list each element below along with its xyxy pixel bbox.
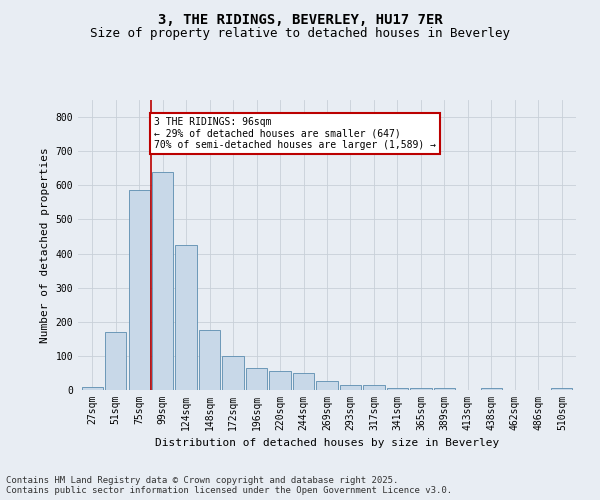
Bar [364,385,385,390]
Bar [175,245,197,390]
Bar [434,388,455,390]
Bar [128,190,149,390]
Bar [82,386,103,390]
Bar [269,371,290,390]
Bar [105,332,126,390]
Bar [152,172,173,390]
Bar [293,373,314,390]
Bar [199,330,220,390]
Bar [340,385,361,390]
Bar [410,388,431,390]
Bar [316,382,338,390]
Bar [387,388,408,390]
Text: 3, THE RIDINGS, BEVERLEY, HU17 7ER: 3, THE RIDINGS, BEVERLEY, HU17 7ER [158,12,442,26]
Text: 3 THE RIDINGS: 96sqm
← 29% of detached houses are smaller (647)
70% of semi-deta: 3 THE RIDINGS: 96sqm ← 29% of detached h… [154,117,436,150]
Y-axis label: Number of detached properties: Number of detached properties [40,147,50,343]
Bar [551,388,572,390]
Text: Contains HM Land Registry data © Crown copyright and database right 2025.
Contai: Contains HM Land Registry data © Crown c… [6,476,452,495]
Bar [481,388,502,390]
Text: Size of property relative to detached houses in Beverley: Size of property relative to detached ho… [90,28,510,40]
Bar [246,368,267,390]
Bar [223,356,244,390]
X-axis label: Distribution of detached houses by size in Beverley: Distribution of detached houses by size … [155,438,499,448]
